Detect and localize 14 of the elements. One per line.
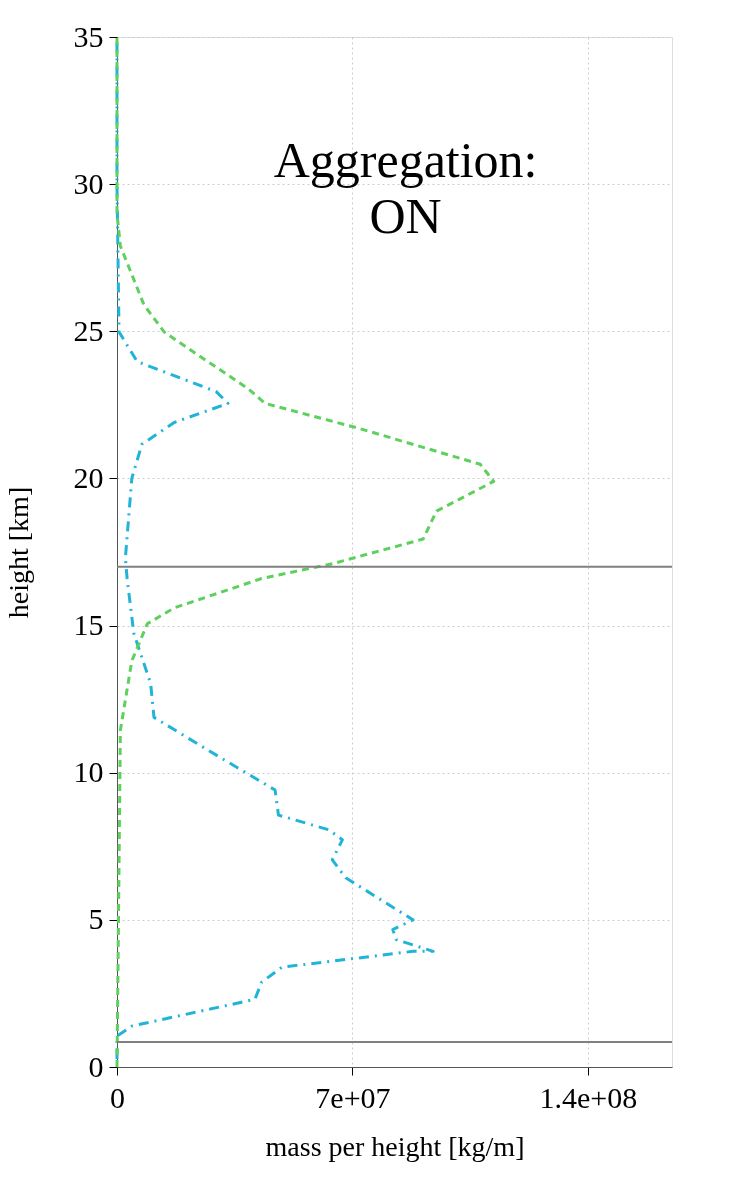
y-tick-label: 30	[73, 166, 104, 200]
y-tick-label: 10	[73, 755, 104, 789]
y-tick-label: 0	[88, 1049, 104, 1083]
x-tick-label: 1.4e+08	[539, 1080, 638, 1114]
x-tick-label: 0	[110, 1080, 125, 1114]
y-tick-label: 5	[88, 902, 104, 936]
y-axis-title: height [km]	[2, 486, 34, 619]
annotation: Aggregation: ON	[273, 132, 538, 244]
y-tick-label: 35	[73, 19, 104, 53]
x-axis-title: mass per height [kg/m]	[265, 1130, 525, 1162]
y-tick-label: 15	[73, 608, 104, 642]
y-tick-label: 25	[73, 313, 104, 347]
y-tick-label: 20	[73, 460, 104, 494]
x-tick-label: 7e+07	[315, 1080, 391, 1114]
